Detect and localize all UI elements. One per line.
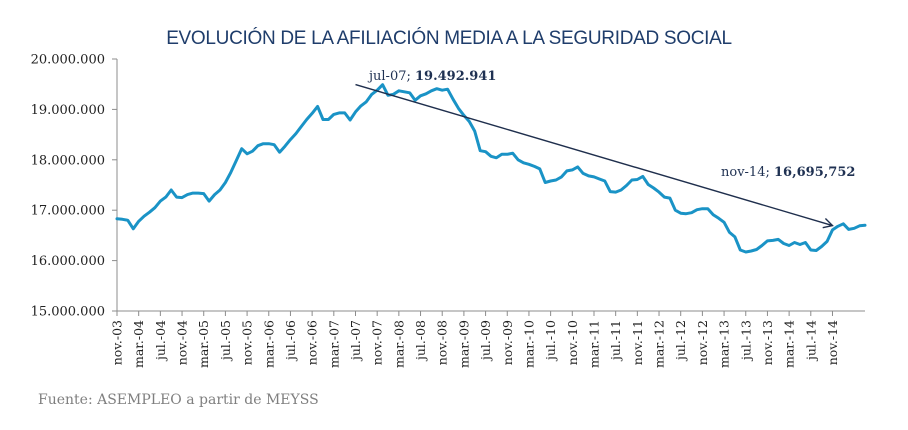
x-tick-label: mar.-06 [261, 320, 276, 368]
x-tick-label: nov.-14 [825, 320, 840, 365]
x-tick-label: jul.-11 [608, 320, 623, 362]
x-tick-label: jul.-13 [738, 320, 753, 362]
annotations-group: jul-07; 19.492.941 nov-14; 16,695,752 [355, 69, 855, 229]
y-tick-label: 19.000.000 [31, 103, 105, 118]
x-tick-label: nov.-11 [630, 320, 645, 365]
series-line-afiliacion [115, 83, 867, 254]
x-tick-label: nov.-09 [500, 320, 515, 365]
x-tick-label: jul.-12 [673, 320, 688, 362]
x-tick-label: mar.-05 [196, 320, 211, 368]
x-tick-label: mar.-14 [782, 320, 797, 368]
x-axis: nov.-03 mar.-04 jul.-04 nov.-04 mar.-05 jul.-… [110, 310, 865, 368]
y-axis: 15.000.000 16.000.000 17.000.000 18.000.000… [31, 53, 118, 320]
x-tick-label: jul.-14 [803, 320, 818, 362]
x-tick-label: nov.-05 [240, 320, 255, 365]
x-tick-label: jul.-06 [283, 320, 298, 362]
x-tick-label: mar.-11 [586, 320, 601, 368]
y-tick-label: 20.000.000 [31, 53, 105, 68]
data-label-nov-14: nov-14; 16,695,752 [721, 165, 855, 180]
x-tick-label: mar.-09 [456, 320, 471, 368]
x-tick-label: nov.-04 [175, 320, 190, 365]
data-label-jul-07: jul-07; 19.492.941 [367, 69, 496, 84]
x-tick-label: nov.-13 [760, 320, 775, 365]
x-tick-label: jul.-04 [153, 320, 168, 362]
x-tick-label: jul.-05 [218, 320, 233, 362]
source-note: Fuente: ASEMPLEO a partir de MEYSS [38, 392, 319, 408]
x-tick-label: mar.-13 [717, 320, 732, 368]
series-group [115, 83, 867, 254]
x-tick-label: mar.-12 [652, 320, 667, 368]
x-tick-label: nov.-03 [110, 320, 125, 365]
x-tick-label: nov.-12 [695, 320, 710, 365]
y-tick-label: 18.000.000 [31, 153, 105, 168]
x-tick-label: mar.-04 [131, 320, 146, 368]
x-tick-label: jul.-10 [543, 320, 558, 362]
chart-title: EVOLUCIÓN DE LA AFILIACIÓN MEDIA A LA SE… [166, 27, 732, 49]
x-tick-label: jul.-08 [413, 320, 428, 362]
x-tick-label: mar.-08 [391, 320, 406, 368]
y-tick-label: 15.000.000 [31, 305, 105, 320]
x-tick-label: jul.-07 [348, 320, 363, 362]
x-tick-label: nov.-08 [435, 320, 450, 365]
y-tick-label: 16.000.000 [31, 254, 105, 269]
x-tick-label: jul.-09 [478, 320, 493, 362]
x-tick-label: nov.-07 [370, 320, 385, 365]
y-tick-label: 17.000.000 [31, 204, 105, 219]
trend-arrow-line [355, 83, 833, 227]
trend-arrow-head [822, 217, 834, 229]
x-tick-label: nov.-06 [305, 320, 320, 365]
x-tick-label: nov.-10 [565, 320, 580, 365]
x-tick-label: mar.-10 [521, 320, 536, 368]
x-tick-label: mar.-07 [326, 320, 341, 368]
